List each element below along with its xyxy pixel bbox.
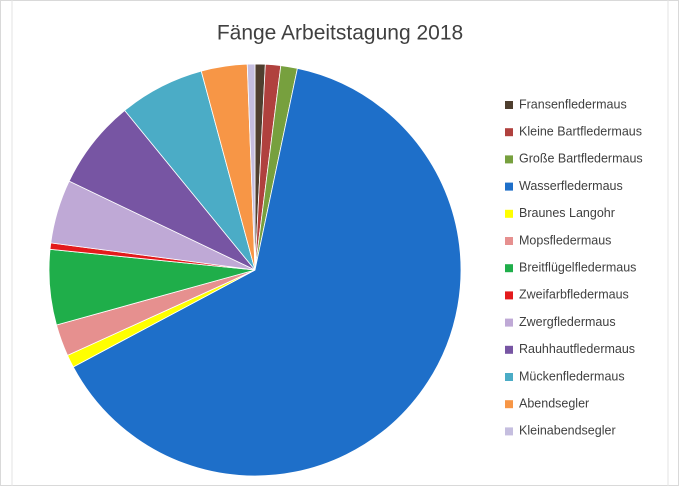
legend-swatch [505,373,513,381]
legend-label: Kleinabendsegler [519,424,616,438]
legend-swatch [505,427,513,436]
legend-swatch [505,291,513,300]
legend-swatch [505,182,513,191]
legend-label: Große Bartfledermaus [519,152,643,166]
legend-label: Braunes Langohr [519,206,615,220]
legend-label: Kleine Bartfledermaus [519,124,642,138]
legend-swatch [505,345,513,354]
chart-title: Fänge Arbeitstagung 2018 [217,22,463,45]
legend-swatch [505,318,513,327]
legend-swatch [505,264,513,273]
legend-label: Wasserfledermaus [519,179,623,193]
legend-swatch [505,155,513,164]
legend-swatch [505,237,513,245]
legend-label: Fransenfledermaus [519,97,627,111]
legend-label: Abendsegler [519,396,589,410]
legend-swatch [505,400,513,409]
legend-label: Rauhhautfledermaus [519,342,635,356]
legend-swatch [505,209,513,218]
legend-swatch [505,128,513,137]
legend-label: Mückenfledermaus [519,369,625,383]
legend-label: Breitflügelfledermaus [519,260,636,274]
pie-slice [72,67,462,477]
legend-label: Zwergfledermaus [519,315,616,329]
pie-slice [246,63,256,271]
legend-swatch [505,101,513,109]
legend-label: Mopsfledermaus [519,233,611,247]
legend-label: Zweifarbfledermaus [519,288,629,302]
